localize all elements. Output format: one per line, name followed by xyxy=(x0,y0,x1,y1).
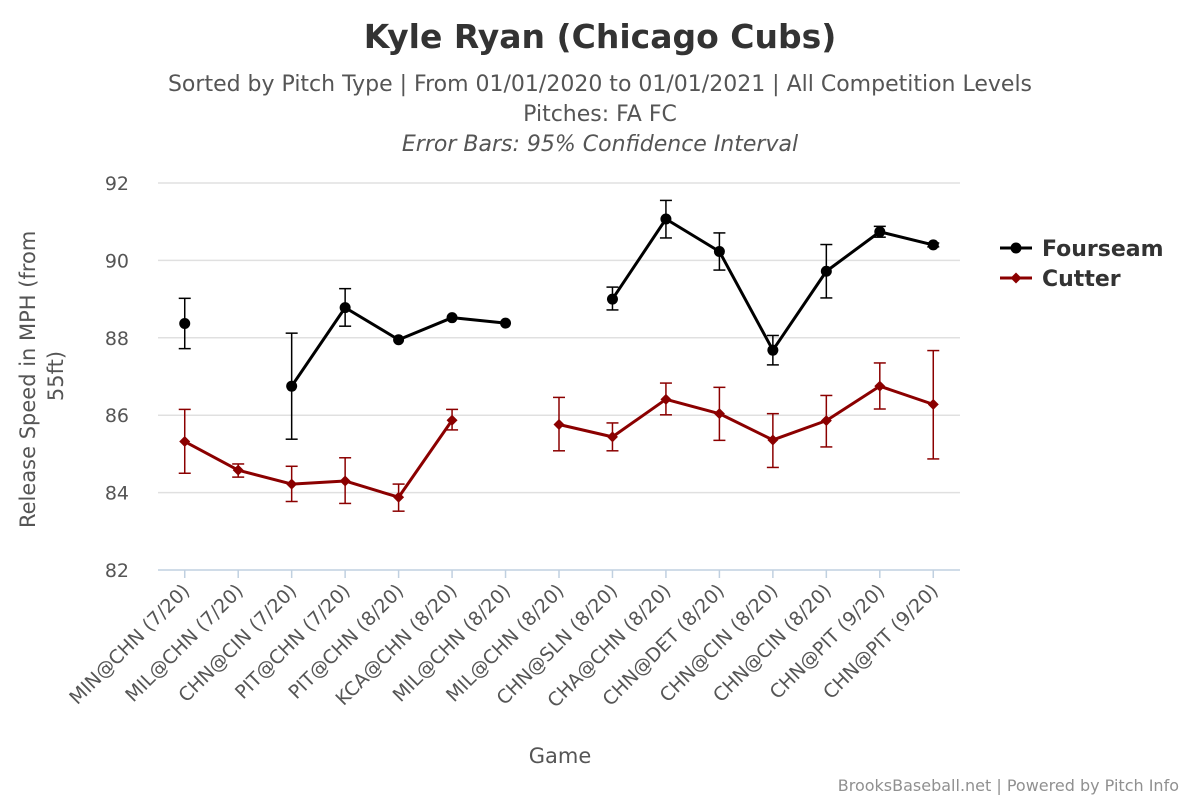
chart-error-note: Error Bars: 95% Confidence Interval xyxy=(402,132,798,157)
cutter-series xyxy=(178,349,940,512)
cutter-point[interactable] xyxy=(339,475,351,487)
series-layer xyxy=(178,199,940,512)
legend-item-cutter[interactable]: Cutter xyxy=(1000,267,1121,292)
fourseam-point[interactable] xyxy=(393,334,405,346)
fourseam-point[interactable] xyxy=(500,317,512,329)
cutter-point[interactable] xyxy=(713,408,725,420)
y-tick-label: 82 xyxy=(105,560,129,582)
cutter-point[interactable] xyxy=(553,418,565,430)
legend[interactable]: Fourseam Cutter xyxy=(1000,237,1164,292)
cutter-point[interactable] xyxy=(606,431,618,443)
cutter-point[interactable] xyxy=(232,464,244,476)
cutter-point[interactable] xyxy=(927,398,939,410)
fourseam-point[interactable] xyxy=(820,265,832,277)
legend-marker xyxy=(1010,242,1022,254)
cutter-point[interactable] xyxy=(179,436,191,448)
cutter-line xyxy=(184,419,454,499)
cutter-point[interactable] xyxy=(874,380,886,392)
grid xyxy=(158,182,960,571)
fourseam-point[interactable] xyxy=(927,239,939,251)
fourseam-series xyxy=(178,199,940,440)
cutter-point[interactable] xyxy=(660,393,672,405)
chart-subtitle: Sorted by Pitch Type | From 01/01/2020 t… xyxy=(168,72,1032,97)
legend-label: Cutter xyxy=(1042,267,1121,292)
y-axis-labels: 82 84 86 88 90 92 xyxy=(105,173,129,582)
y-tick-label: 88 xyxy=(105,328,129,350)
y-axis-title-line1: Release Speed in MPH (from xyxy=(16,231,40,528)
legend-item-fourseam[interactable]: Fourseam xyxy=(1000,237,1164,262)
fourseam-point[interactable] xyxy=(606,293,618,305)
x-axis-title: Game xyxy=(529,744,592,768)
legend-label: Fourseam xyxy=(1042,237,1164,262)
fourseam-point[interactable] xyxy=(179,317,191,329)
fourseam-line xyxy=(290,306,506,388)
cutter-point[interactable] xyxy=(767,434,779,446)
cutter-point[interactable] xyxy=(286,478,298,490)
x-axis-labels: MIN@CHN (7/20)MIL@CHN (7/20)CHN@CIN (7/2… xyxy=(65,570,943,712)
cutter-point[interactable] xyxy=(446,414,458,426)
fourseam-point[interactable] xyxy=(339,302,351,314)
credit-text: BrooksBaseball.net | Powered by Pitch In… xyxy=(838,776,1179,795)
y-tick-label: 84 xyxy=(105,483,129,505)
fourseam-point[interactable] xyxy=(713,245,725,257)
fourseam-point[interactable] xyxy=(286,380,298,392)
y-tick-label: 92 xyxy=(105,173,129,195)
fourseam-point[interactable] xyxy=(660,213,672,225)
chart-title: Kyle Ryan (Chicago Cubs) xyxy=(364,17,837,56)
cutter-point[interactable] xyxy=(820,415,832,427)
y-axis-title: Release Speed in MPH (from 55ft) xyxy=(16,224,68,528)
fourseam-point[interactable] xyxy=(767,344,779,356)
y-tick-label: 86 xyxy=(105,405,129,427)
y-tick-label: 90 xyxy=(105,250,129,272)
legend-marker xyxy=(1010,272,1022,284)
fourseam-point[interactable] xyxy=(446,312,458,324)
cutter-point[interactable] xyxy=(393,491,405,503)
y-axis-title-line2: 55ft) xyxy=(44,351,68,401)
chart-pitches: Pitches: FA FC xyxy=(523,102,677,127)
fourseam-point[interactable] xyxy=(874,226,886,238)
cutter-line xyxy=(558,384,934,442)
